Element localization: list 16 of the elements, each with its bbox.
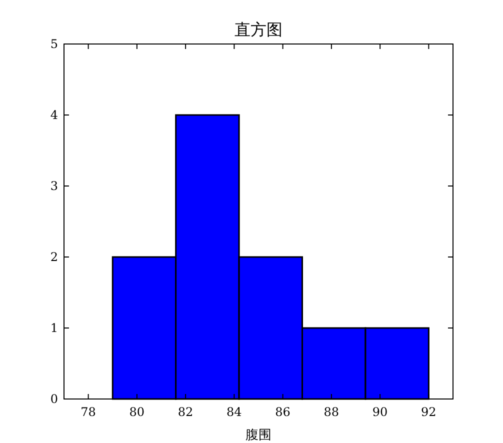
x-tick-label: 92 <box>421 405 436 419</box>
x-tick-label: 82 <box>178 405 194 419</box>
y-tick-label: 0 <box>50 392 58 406</box>
y-tick-label: 4 <box>50 108 58 122</box>
y-tick-label: 1 <box>50 321 58 335</box>
x-tick-label: 88 <box>324 405 340 419</box>
y-tick-label: 5 <box>50 37 58 51</box>
y-tick-label: 2 <box>50 250 58 264</box>
y-tick-label: 3 <box>50 179 58 193</box>
x-axis-title: 腹围 <box>246 428 272 443</box>
x-tick-label: 80 <box>129 405 145 419</box>
x-tick-label: 78 <box>80 405 96 419</box>
x-tick-label: 90 <box>372 405 388 419</box>
chart-title: 直方图 <box>234 20 282 39</box>
x-tick-label: 84 <box>226 405 242 419</box>
x-tick-label: 86 <box>275 405 290 419</box>
